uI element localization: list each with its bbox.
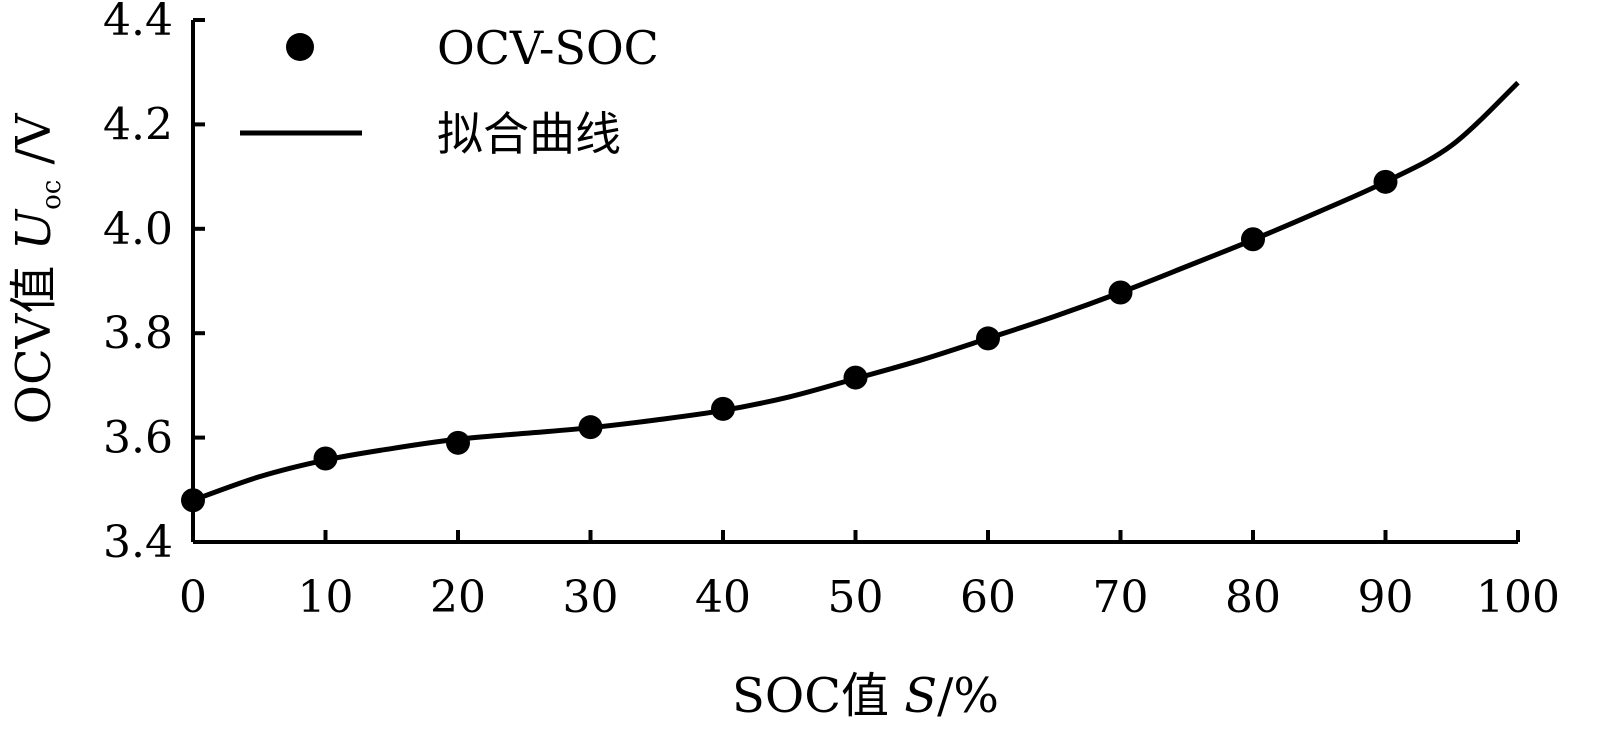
legend-label-curve: 拟合曲线 (437, 107, 621, 161)
data-point (1373, 169, 1398, 194)
axes: 0 10 20 30 40 50 60 70 80 90 100 3.4 3.6 3.8 4.0 4.2 4.4 (103, 0, 1560, 623)
x-tick-label: 60 (960, 572, 1016, 623)
y-tick-label: 4.4 (103, 0, 173, 46)
data-point (313, 446, 338, 471)
x-tick-label: 0 (179, 572, 207, 623)
legend-marker-icon (286, 33, 314, 61)
x-tick-label: 80 (1225, 572, 1281, 623)
x-tick-label: 90 (1358, 572, 1414, 623)
x-tick-label: 100 (1476, 572, 1560, 623)
x-tick-label: 70 (1093, 572, 1149, 623)
data-point (446, 430, 470, 455)
y-tick-label: 3.8 (103, 308, 173, 359)
x-tick-label: 20 (430, 572, 486, 623)
plot-area (181, 80, 1520, 513)
legend-label-points: OCV-SOC (437, 21, 659, 75)
y-tick-label: 4.0 (103, 204, 173, 255)
legend: OCV-SOC 拟合曲线 (240, 21, 659, 161)
data-point (578, 415, 603, 440)
y-tick-label: 4.2 (103, 99, 173, 150)
y-tick-label: 3.6 (103, 413, 173, 464)
fit-curve-line (192, 80, 1520, 503)
y-axis-title-suffix: /V (6, 112, 62, 179)
x-tick-label: 50 (828, 572, 884, 623)
data-point (711, 396, 735, 421)
x-tick-label: 10 (298, 572, 354, 623)
data-point (1108, 280, 1133, 305)
y-tick-label: 3.4 (103, 517, 173, 568)
y-axis-title: OCV值 Uoc /V (6, 112, 67, 424)
data-point (976, 326, 1000, 351)
x-axis-title-var: S (904, 668, 937, 724)
data-point (843, 365, 868, 390)
y-axis-title-sub: oc (37, 180, 67, 210)
x-tick-label: 30 (563, 572, 619, 623)
x-axis-title-prefix: SOC值 (732, 668, 904, 724)
y-axis-title-prefix: OCV值 (6, 250, 62, 424)
x-axis-title: SOC值 S/% (732, 668, 999, 724)
data-point (1241, 227, 1265, 252)
y-axis-title-var: U (6, 208, 62, 250)
x-axis-title-suffix: /% (937, 668, 999, 724)
data-point (181, 488, 205, 513)
x-tick-label: 40 (695, 572, 751, 623)
